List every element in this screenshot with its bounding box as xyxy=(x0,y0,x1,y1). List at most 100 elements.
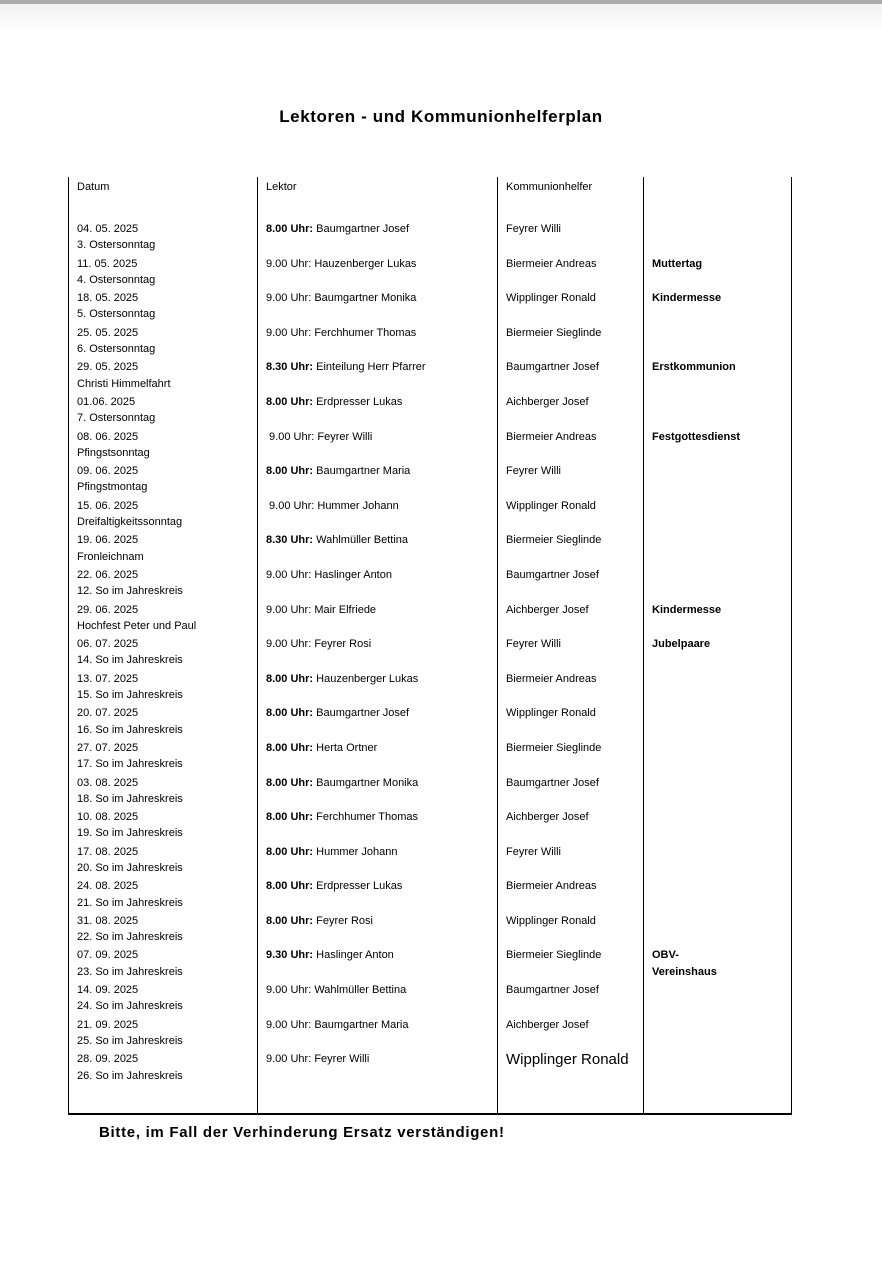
column-header-notes xyxy=(643,177,792,219)
helper-cell: Biermeier Sieglinde xyxy=(497,737,644,773)
note-cell: Festgottesdienst xyxy=(643,426,792,462)
date-label: 17. 08. 2025 xyxy=(77,845,139,858)
note-cell xyxy=(643,461,792,496)
lektor-label: Baumgartner Josef xyxy=(316,707,410,720)
page-title: Lektoren - und Kommunionhelferplan xyxy=(279,107,603,126)
day-label: 16. So im Jahreskreis xyxy=(77,723,183,736)
note-cell: Kindermesse xyxy=(643,288,792,323)
helper-label: Baumgartner Josef xyxy=(506,984,599,997)
note-cell: Kindermesse xyxy=(643,599,792,635)
helper-label: Biermeier Andreas xyxy=(506,672,597,685)
lektor-label: Baumgartner Josef xyxy=(316,223,410,235)
lektor-cell: 9.00 Uhr: Feyrer Willi xyxy=(257,1049,498,1084)
note-cell xyxy=(643,703,792,738)
helper-cell: Feyrer Willi xyxy=(497,219,644,254)
helper-label: Feyrer Willi xyxy=(506,465,561,478)
date-cell: 04. 05. 2025 3. Ostersonntag xyxy=(68,219,258,254)
date-cell: 24. 08. 2025 21. So im Jahreskreis xyxy=(68,876,258,911)
note-cell xyxy=(643,530,792,565)
table-row: 22. 06. 2025 12. So im Jahreskreis 9.00 U… xyxy=(68,564,792,600)
time-label: 8.30 Uhr: xyxy=(266,534,314,547)
helper-cell: Baumgartner Josef xyxy=(497,980,644,1015)
helper-cell: Feyrer Willi xyxy=(497,841,644,877)
helper-cell: Aichberger Josef xyxy=(497,391,644,427)
date-cell: 15. 06. 2025 Dreifaltigkeitssonntag xyxy=(68,495,258,531)
note-cell xyxy=(643,1014,792,1050)
helper-label: Feyrer Willi xyxy=(506,845,561,858)
day-label: 15. So im Jahreskreis xyxy=(77,689,183,702)
date-label: 31. 08. 2025 xyxy=(77,914,139,927)
lektor-label: Hummer Johann xyxy=(317,499,399,512)
helper-cell: Baumgartner Josef xyxy=(497,772,644,808)
lektor-label: Hummer Johann xyxy=(316,845,398,858)
lektor-cell: 8.00 Uhr: Hauzenberger Lukas xyxy=(257,668,498,704)
table-row: 17. 08. 2025 20. So im Jahreskreis 8.00 U… xyxy=(68,841,792,877)
table-row: 29. 05. 2025 Christi Himmelfahrt 8.30 Uhr… xyxy=(68,357,792,392)
lektor-label: Hauzenberger Lukas xyxy=(316,672,419,685)
date-label: 28. 09. 2025 xyxy=(77,1053,139,1066)
lektor-label: Ferchhumer Thomas xyxy=(316,811,419,824)
helper-cell: Feyrer Willi xyxy=(497,634,644,669)
time-label: 8.00 Uhr: xyxy=(266,914,314,927)
lektor-cell: 8.00 Uhr: Ferchhumer Thomas xyxy=(257,807,498,842)
empty-cell xyxy=(497,1083,644,1114)
helper-cell: Wipplinger Ronald xyxy=(497,495,644,531)
helper-label: Feyrer Willi xyxy=(506,638,561,651)
helper-label: Aichberger Josef xyxy=(506,811,589,824)
day-label: 20. So im Jahreskreis xyxy=(77,861,183,874)
table-row: 20. 07. 2025 16. So im Jahreskreis 8.00 U… xyxy=(68,703,792,738)
table-row: 18. 05. 2025 5. Ostersonntag 9.00 Uhr: Ba… xyxy=(68,288,792,323)
date-label: 11. 05. 2025 xyxy=(77,257,138,270)
date-cell: 18. 05. 2025 5. Ostersonntag xyxy=(68,288,258,323)
note-cell xyxy=(643,980,792,1015)
date-cell: 09. 06. 2025 Pfingstmontag xyxy=(68,461,258,496)
lektor-label: Feyrer Rosi xyxy=(316,914,373,927)
schedule-table-body: 04. 05. 2025 3. Ostersonntag 8.00 Uhr: Ba… xyxy=(68,219,792,1084)
helper-label: Biermeier Sieglinde xyxy=(506,326,602,339)
note-cell: Erstkommunion xyxy=(643,357,792,392)
helper-label: Aichberger Josef xyxy=(506,603,589,616)
date-cell: 11. 05. 2025 4. Ostersonntag xyxy=(68,253,258,289)
time-label: 8.00 Uhr: xyxy=(266,465,314,478)
table-row: 10. 08. 2025 19. So im Jahreskreis 8.00 U… xyxy=(68,807,792,842)
date-label: 19. 06. 2025 xyxy=(77,534,139,547)
day-label: Hochfest Peter und Paul xyxy=(77,619,197,632)
date-label: 25. 05. 2025 xyxy=(77,326,139,339)
day-label: 12. So im Jahreskreis xyxy=(77,585,183,598)
lektor-label: Baumgartner Maria xyxy=(316,465,411,478)
lektor-label: Feyrer Rosi xyxy=(314,638,372,651)
note-cell xyxy=(643,807,792,842)
date-cell: 10. 08. 2025 19. So im Jahreskreis xyxy=(68,807,258,842)
helper-cell: Biermeier Andreas xyxy=(497,253,644,289)
time-label: 8.00 Uhr: xyxy=(266,776,314,789)
lektor-cell: 8.00 Uhr: Hummer Johann xyxy=(257,841,498,877)
lektor-label: Feyrer Willi xyxy=(317,430,373,443)
lektor-cell: 9.00 Uhr: Feyrer Willi xyxy=(257,426,498,462)
helper-label: Wipplinger Ronald xyxy=(506,1051,629,1069)
note-cell xyxy=(643,841,792,877)
date-cell: 01.06. 2025 7. Ostersonntag xyxy=(68,391,258,427)
helper-cell: Wipplinger Ronald xyxy=(497,910,644,946)
table-row: 08. 06. 2025 Pfingstsonntag 9.00 Uhr: Fey… xyxy=(68,426,792,462)
note-label: Kindermesse xyxy=(652,603,722,616)
time-label: 9.00 Uhr: xyxy=(266,568,312,581)
time-label: 8.00 Uhr: xyxy=(266,811,314,824)
lektor-label: Haslinger Anton xyxy=(314,568,392,581)
helper-label: Feyrer Willi xyxy=(506,223,561,235)
date-label: 04. 05. 2025 xyxy=(77,223,139,235)
date-label: 18. 05. 2025 xyxy=(77,292,139,305)
empty-cell xyxy=(643,1083,792,1114)
date-cell: 21. 09. 2025 25. So im Jahreskreis xyxy=(68,1014,258,1050)
helper-cell: Feyrer Willi xyxy=(497,461,644,496)
column-header-kommunionhelfer: Kommunionhelfer xyxy=(497,177,644,219)
lektor-cell: 8.00 Uhr: Baumgartner Josef xyxy=(257,219,498,254)
helper-label: Biermeier Andreas xyxy=(506,257,597,270)
date-label: 10. 08. 2025 xyxy=(77,811,139,824)
helper-cell: Biermeier Andreas xyxy=(497,668,644,704)
time-label: 9.00 Uhr: xyxy=(266,326,312,339)
date-label: 29. 06. 2025 xyxy=(77,603,139,616)
lektor-cell: 8.00 Uhr: Erdpresser Lukas xyxy=(257,876,498,911)
time-label: 9.00 Uhr: xyxy=(266,638,312,651)
helper-label: Baumgartner Josef xyxy=(506,361,599,374)
time-label: 9.30 Uhr: xyxy=(266,949,314,962)
